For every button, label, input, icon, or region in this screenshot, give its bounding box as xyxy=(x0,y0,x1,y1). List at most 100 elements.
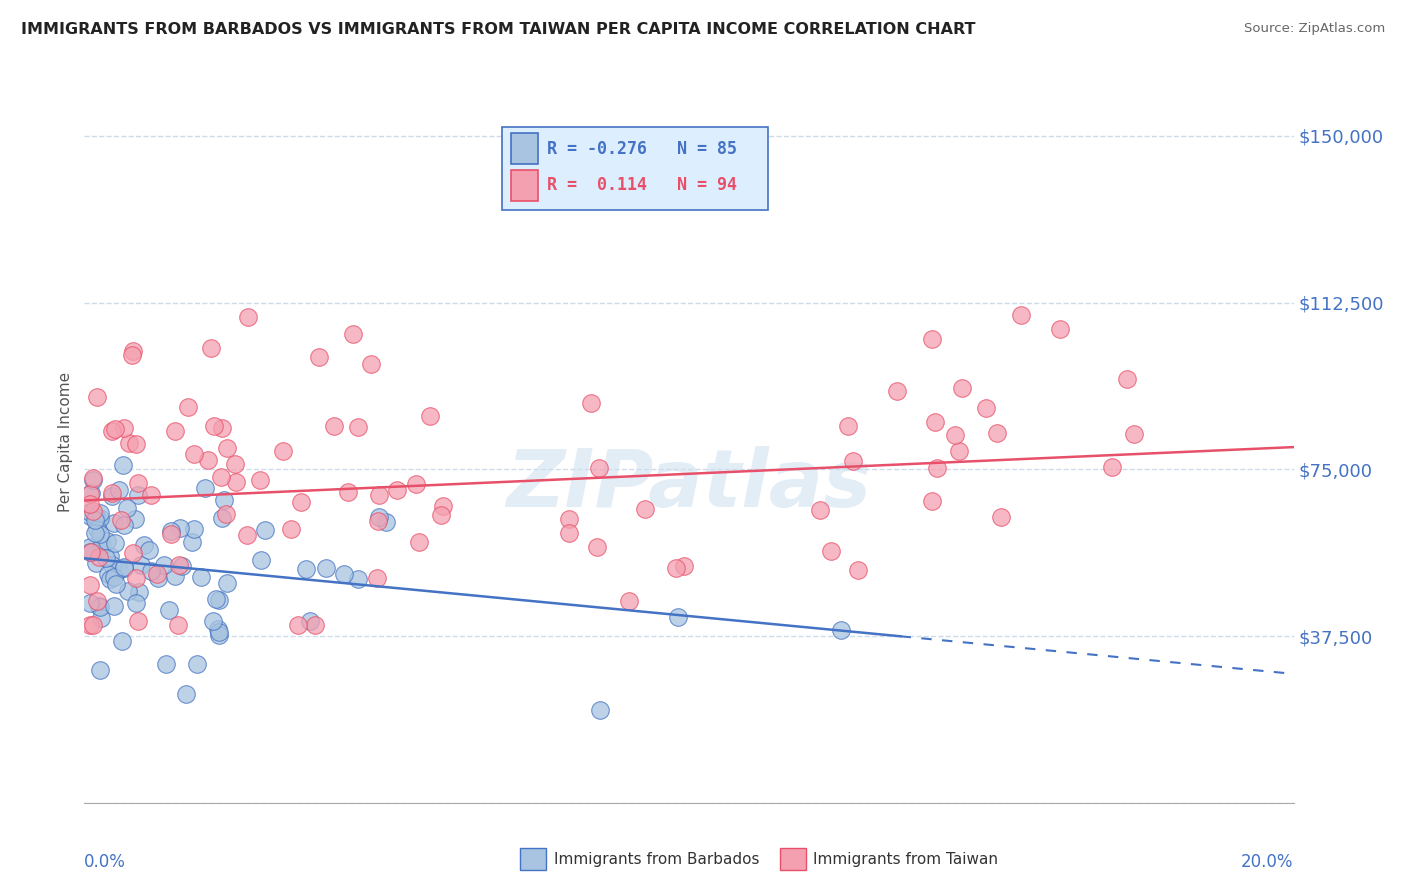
Bar xyxy=(520,848,547,870)
Point xyxy=(208,593,231,607)
Point xyxy=(287,618,309,632)
Point xyxy=(986,425,1008,440)
Point xyxy=(673,559,696,574)
Point xyxy=(589,703,612,717)
Point xyxy=(290,494,312,508)
Point xyxy=(360,358,382,372)
Point xyxy=(249,474,271,488)
Point xyxy=(842,454,865,468)
Point xyxy=(82,471,104,485)
Point xyxy=(204,591,226,606)
Point xyxy=(139,487,162,501)
Point xyxy=(215,441,238,455)
Point xyxy=(557,512,579,526)
Point xyxy=(347,420,370,434)
Point xyxy=(346,572,368,586)
Point xyxy=(82,503,104,517)
Point xyxy=(101,558,124,572)
Point xyxy=(101,486,124,500)
Text: 20.0%: 20.0% xyxy=(1241,854,1294,871)
Point xyxy=(820,544,842,558)
Point xyxy=(224,457,246,471)
Point xyxy=(558,526,581,541)
Point xyxy=(94,550,117,565)
Point xyxy=(432,499,454,513)
Point xyxy=(250,553,273,567)
Y-axis label: Per Capita Income: Per Capita Income xyxy=(58,371,73,512)
Point xyxy=(108,563,131,577)
Point xyxy=(169,521,191,535)
Point xyxy=(367,515,389,529)
Point xyxy=(304,618,326,632)
Point xyxy=(153,558,176,572)
Point xyxy=(830,623,852,637)
Point xyxy=(124,571,146,585)
Point xyxy=(146,567,169,582)
Point xyxy=(127,476,149,491)
Point xyxy=(131,558,153,572)
Point xyxy=(79,509,101,524)
Point xyxy=(121,343,143,358)
Point xyxy=(117,583,139,598)
Point xyxy=(89,599,111,614)
Point xyxy=(91,538,114,552)
Point xyxy=(138,543,160,558)
Point xyxy=(103,599,125,614)
Point xyxy=(405,477,427,491)
Point xyxy=(408,534,430,549)
Point xyxy=(101,489,124,503)
Point xyxy=(157,603,180,617)
Point xyxy=(167,618,190,632)
Point xyxy=(98,549,121,563)
Point xyxy=(155,657,177,672)
Point xyxy=(104,536,127,550)
Point xyxy=(665,561,688,575)
Point xyxy=(201,615,224,629)
Point xyxy=(810,503,832,517)
Point xyxy=(103,516,125,531)
Point xyxy=(315,561,337,575)
Point xyxy=(112,517,135,532)
Point xyxy=(89,506,111,520)
Point xyxy=(1049,321,1071,335)
Point xyxy=(1123,426,1146,441)
Point xyxy=(121,348,143,362)
Point xyxy=(79,618,101,632)
Point xyxy=(200,341,222,355)
Point xyxy=(84,556,107,570)
Point xyxy=(211,511,233,525)
Point xyxy=(86,509,108,524)
Point xyxy=(943,428,966,442)
Point xyxy=(89,527,111,541)
Point xyxy=(127,487,149,501)
Point xyxy=(366,571,388,585)
Point xyxy=(146,571,169,585)
Point xyxy=(368,510,391,524)
Point xyxy=(186,657,208,671)
Point xyxy=(886,384,908,398)
Text: ZIPatlas: ZIPatlas xyxy=(506,446,872,524)
Point xyxy=(97,567,120,582)
Point xyxy=(98,572,121,586)
Text: R =  0.114   N = 94: R = 0.114 N = 94 xyxy=(547,176,738,194)
Point xyxy=(79,545,101,559)
Point xyxy=(169,558,191,573)
Point xyxy=(170,559,193,574)
Point xyxy=(295,562,318,576)
Point xyxy=(236,310,259,324)
Point xyxy=(225,475,247,489)
Point xyxy=(79,540,101,554)
Point xyxy=(89,510,111,524)
Point xyxy=(202,419,225,434)
Point xyxy=(176,687,198,701)
Point xyxy=(990,510,1012,524)
Point xyxy=(333,567,356,582)
Point xyxy=(342,326,364,341)
Point xyxy=(368,487,391,501)
Point xyxy=(89,664,111,678)
Point xyxy=(79,497,101,511)
Point xyxy=(183,447,205,461)
Point xyxy=(111,633,134,648)
Point xyxy=(190,570,212,584)
Point xyxy=(90,538,112,552)
